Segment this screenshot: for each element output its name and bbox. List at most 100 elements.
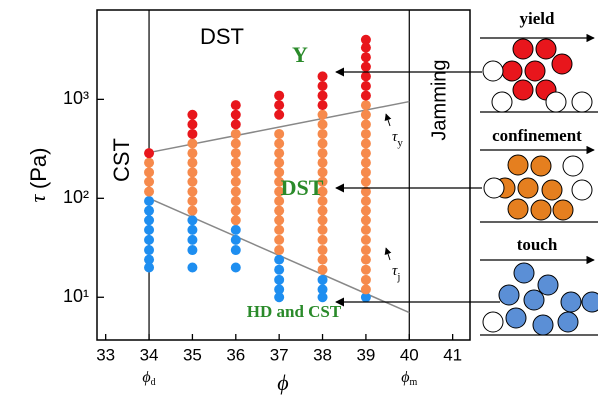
point xyxy=(317,274,328,285)
point xyxy=(317,90,328,101)
particle xyxy=(581,291,598,313)
point xyxy=(230,100,241,111)
particle xyxy=(483,177,505,199)
point xyxy=(187,245,198,256)
symbol: τ xyxy=(392,129,398,145)
point xyxy=(317,254,328,265)
annotation: HD and CST xyxy=(247,302,342,321)
x-tick-label: 38 xyxy=(313,345,332,364)
point xyxy=(144,157,155,168)
point xyxy=(317,100,328,111)
point xyxy=(230,186,241,197)
point xyxy=(187,205,198,216)
point xyxy=(360,254,371,265)
point xyxy=(144,224,155,235)
point xyxy=(317,148,328,159)
particle xyxy=(482,311,504,333)
particle xyxy=(512,38,534,60)
point xyxy=(187,109,198,120)
point xyxy=(274,109,285,120)
point xyxy=(230,205,241,216)
point xyxy=(317,245,328,256)
schematics: yield confinement touch xyxy=(480,9,598,336)
point xyxy=(360,109,371,120)
x-tick-label: 41 xyxy=(443,345,462,364)
point xyxy=(360,128,371,139)
point xyxy=(187,262,198,273)
particle xyxy=(532,314,554,336)
point xyxy=(317,128,328,139)
point xyxy=(317,224,328,235)
point xyxy=(317,138,328,149)
point xyxy=(144,148,155,159)
point xyxy=(317,205,328,216)
point xyxy=(360,90,371,101)
y-label-unit: (Pa) xyxy=(26,148,51,190)
point xyxy=(230,176,241,187)
particle xyxy=(491,91,513,113)
point xyxy=(274,157,285,168)
point xyxy=(360,176,371,187)
point xyxy=(187,186,198,197)
point xyxy=(144,262,155,273)
reference-label: τy xyxy=(392,129,403,148)
symbol: ϕ xyxy=(142,369,150,386)
particle xyxy=(551,53,573,75)
particle xyxy=(560,291,582,313)
point xyxy=(317,264,328,275)
point xyxy=(187,119,198,130)
point xyxy=(144,186,155,197)
point xyxy=(187,215,198,226)
annotation: DST xyxy=(200,24,244,49)
point xyxy=(317,157,328,168)
point xyxy=(360,34,371,45)
subscript: j xyxy=(396,271,400,283)
subscript: d xyxy=(151,377,156,388)
point xyxy=(317,234,328,245)
point xyxy=(230,215,241,226)
point xyxy=(274,292,285,303)
particle xyxy=(545,91,567,113)
point xyxy=(274,100,285,111)
point xyxy=(230,128,241,139)
point xyxy=(274,176,285,187)
point xyxy=(230,234,241,245)
point xyxy=(230,119,241,130)
particle xyxy=(513,262,535,284)
particle xyxy=(571,91,593,113)
particle xyxy=(530,155,552,177)
point xyxy=(360,167,371,178)
x-tick-label: 37 xyxy=(270,345,289,364)
point xyxy=(187,157,198,168)
point xyxy=(144,176,155,187)
particle xyxy=(505,307,527,329)
point xyxy=(187,138,198,149)
point xyxy=(230,262,241,273)
point xyxy=(317,195,328,206)
point xyxy=(317,109,328,120)
point xyxy=(360,215,371,226)
point xyxy=(317,292,328,303)
particle xyxy=(535,38,557,60)
point xyxy=(187,167,198,178)
point xyxy=(360,52,371,63)
point xyxy=(360,224,371,235)
annotation: Y xyxy=(292,42,308,67)
reference-label: τj xyxy=(392,263,400,282)
point xyxy=(317,284,328,295)
point xyxy=(230,157,241,168)
particle xyxy=(507,198,529,220)
point xyxy=(317,176,328,187)
point xyxy=(317,186,328,197)
panel-title: touch xyxy=(517,235,558,254)
particle xyxy=(571,179,593,201)
x-tick-label: 33 xyxy=(96,345,115,364)
point xyxy=(187,148,198,159)
y-tick-label: 10³ xyxy=(63,88,89,108)
x-tick-label: 39 xyxy=(356,345,375,364)
x-tick-label: 34 xyxy=(140,345,159,364)
point xyxy=(360,284,371,295)
particle xyxy=(501,60,523,82)
x-tick-label: 36 xyxy=(226,345,245,364)
